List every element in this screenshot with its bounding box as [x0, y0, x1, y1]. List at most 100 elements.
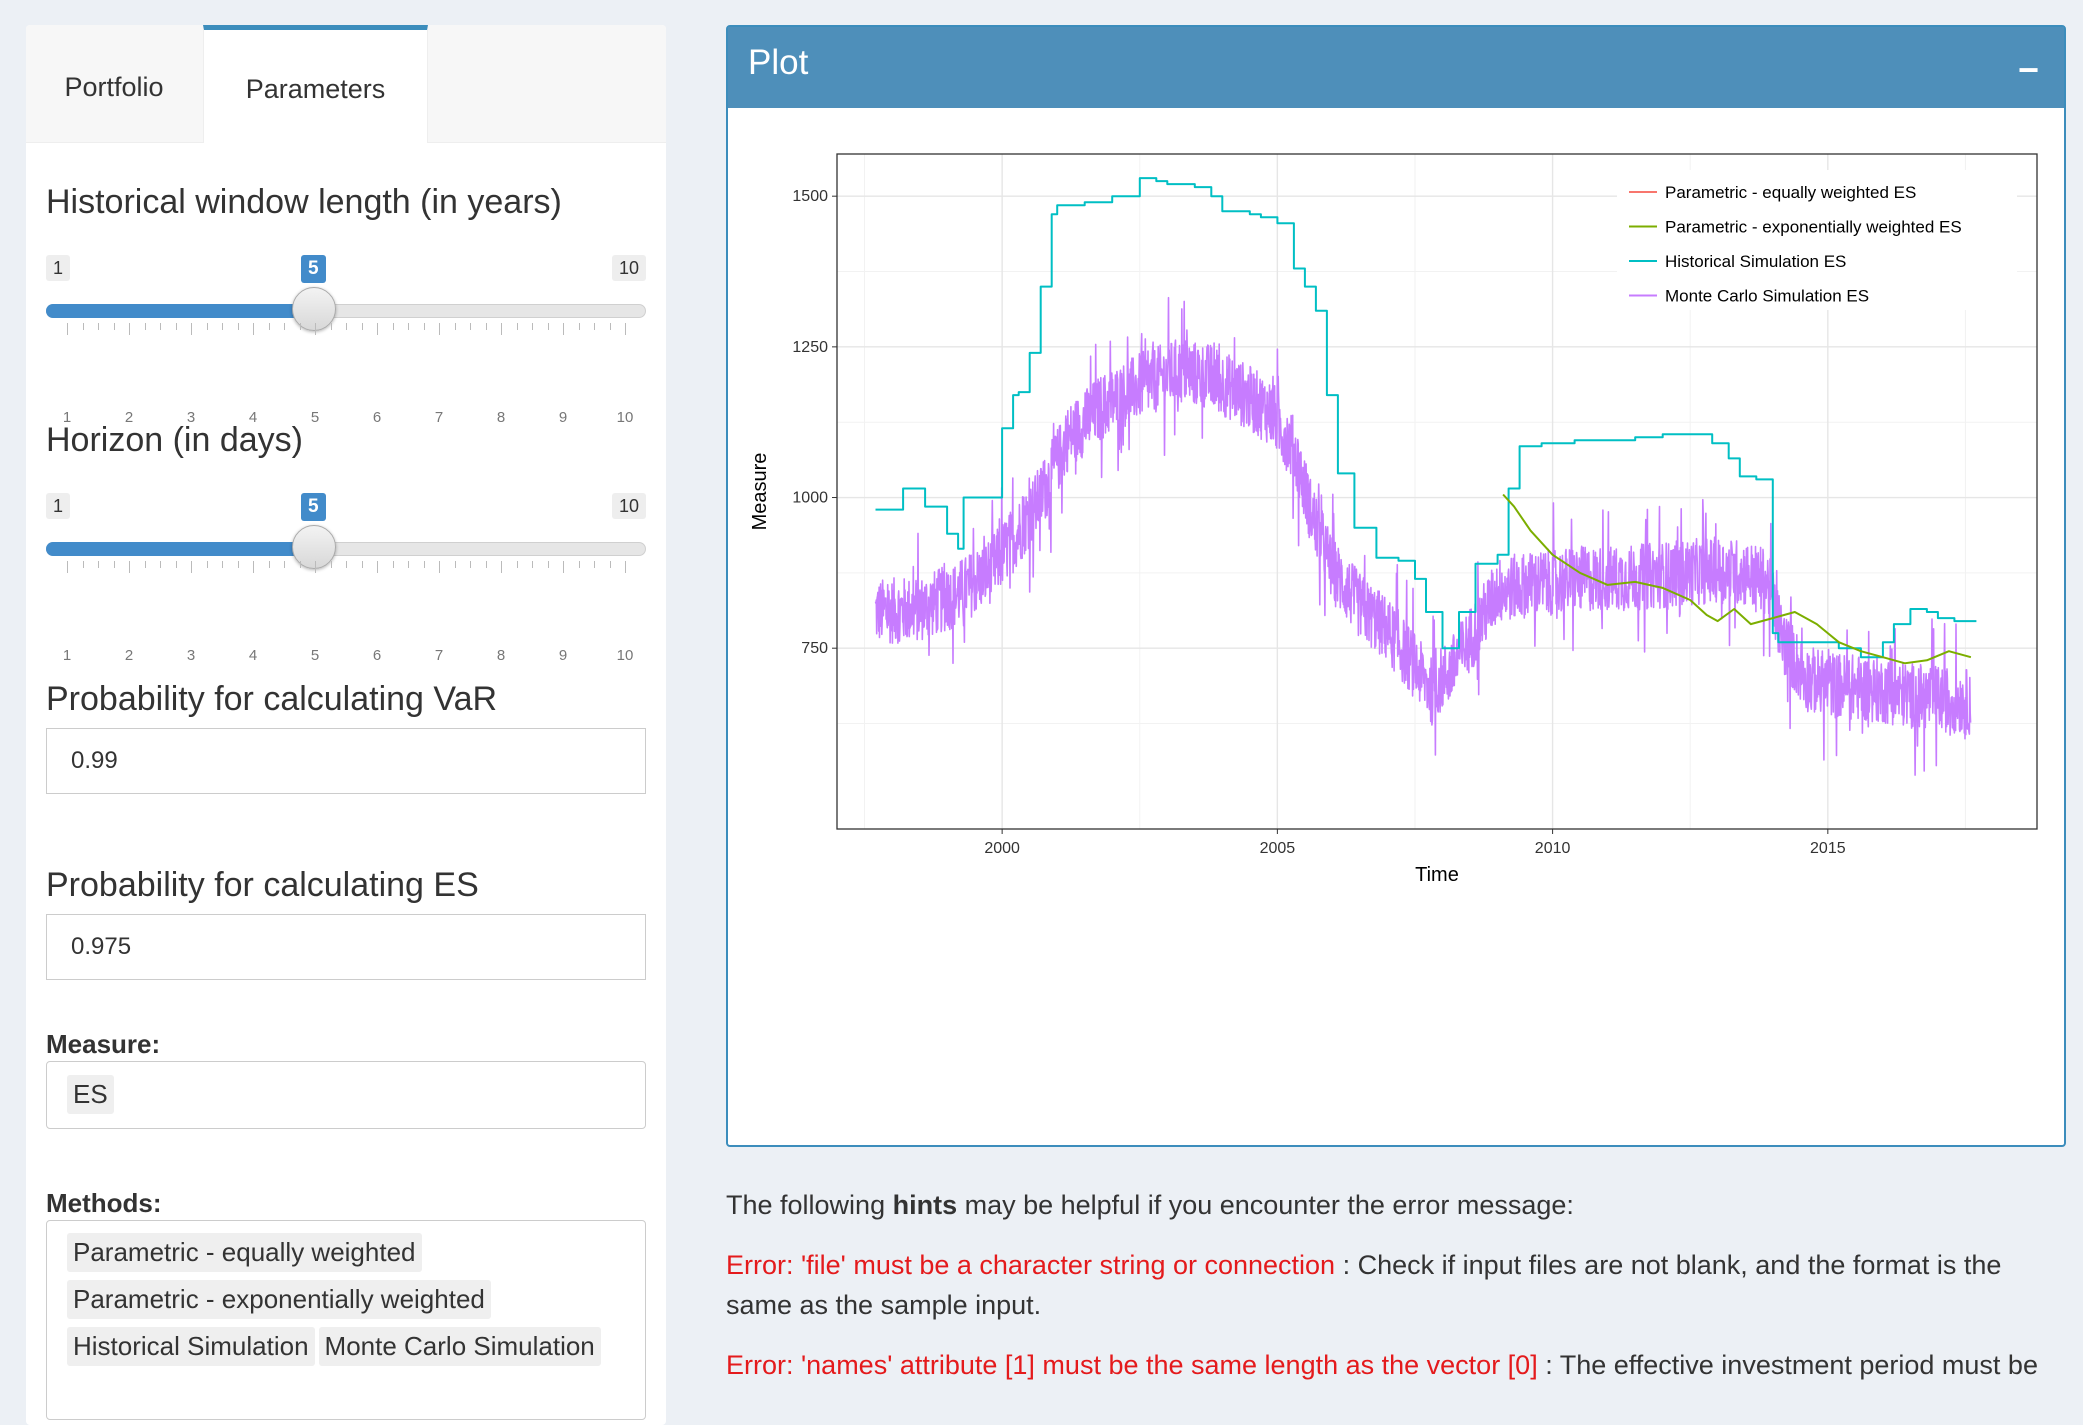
slider-tick: [625, 561, 626, 573]
slider-tick-label: 6: [372, 409, 382, 426]
slider-handle[interactable]: [292, 525, 336, 569]
slider-tick-label: 5: [310, 409, 320, 426]
slider-minor-tick: [237, 561, 239, 568]
slider-minor-tick: [237, 323, 239, 330]
slider-tick: [625, 323, 626, 335]
y-tick-label: 1250: [792, 339, 828, 356]
slider-minor-tick: [423, 561, 425, 568]
slider-tick: [563, 323, 564, 335]
var-probability-input[interactable]: 0.99: [46, 728, 646, 794]
slider-minor-tick: [144, 561, 146, 568]
methods-select[interactable]: Parametric - equally weighted Parametric…: [46, 1220, 646, 1420]
slider-value-label: 5: [301, 493, 326, 521]
legend-entry: Historical Simulation ES: [1665, 252, 1846, 271]
slider-tick: [439, 323, 440, 335]
slider-tick: [377, 561, 378, 573]
tab-bar: Portfolio Parameters: [26, 25, 666, 143]
slider-minor-tick: [330, 323, 332, 330]
y-tick-label: 750: [801, 640, 828, 657]
slider-tick-label: 7: [434, 647, 444, 664]
slider-minor-tick: [206, 323, 208, 330]
hint-1: Error: 'file' must be a character string…: [726, 1250, 2002, 1320]
slider-tick-label: 3: [186, 409, 196, 426]
slider-minor-tick: [82, 561, 84, 568]
slider-tick-label: 9: [558, 647, 568, 664]
slider-minor-tick: [299, 323, 301, 330]
error-message-1: Error: 'file' must be a character string…: [726, 1250, 1336, 1280]
slider-minor-tick: [175, 323, 177, 330]
slider-minor-tick: [160, 561, 161, 568]
slider-tick-label: 4: [248, 409, 258, 426]
slider-minor-tick: [330, 561, 332, 568]
slider-minor-tick: [82, 323, 84, 330]
slider-tick: [501, 561, 502, 573]
slider-minor-tick: [594, 323, 595, 330]
legend-box: [1617, 170, 2017, 310]
slider-minor-tick: [361, 561, 363, 568]
tab-portfolio[interactable]: Portfolio: [64, 72, 164, 102]
slider-tick-label: 1: [62, 647, 72, 664]
slider-minor-tick: [423, 323, 425, 330]
slider-tick-label: 9: [558, 409, 568, 426]
slider-minor-tick: [222, 323, 223, 330]
series-line: [874, 296, 1972, 776]
legend-entry: Parametric - exponentially weighted ES: [1665, 218, 1962, 237]
slider-minor-tick: [485, 323, 487, 330]
slider-tick: [253, 561, 254, 573]
es-probability-input[interactable]: 0.975: [46, 914, 646, 980]
chart-legend: Parametric - equally weighted ES Parametr…: [1617, 170, 2017, 310]
slider-minor-tick: [361, 323, 363, 330]
slider-minor-tick: [609, 561, 611, 568]
slider-tick: [129, 323, 130, 335]
collapse-button[interactable]: −: [2017, 49, 2039, 90]
method-chip[interactable]: Parametric - exponentially weighted: [67, 1280, 491, 1319]
slider-tick-label: 6: [372, 647, 382, 664]
series-line: [875, 177, 1977, 659]
slider-minor-tick: [547, 323, 549, 330]
slider-tick: [67, 561, 68, 573]
slider-max-label: 10: [611, 255, 646, 281]
slider-minor-tick: [532, 323, 533, 330]
chart-frame: [836, 153, 2038, 830]
var-probability-label: Probability for calculating VaR: [46, 680, 498, 718]
slider-minor-tick: [284, 323, 285, 330]
slider-tick-label: 1: [62, 409, 72, 426]
method-chip[interactable]: Monte Carlo Simulation: [318, 1327, 601, 1366]
slider-minor-tick: [346, 561, 347, 568]
horizon-slider[interactable]: 1 10 5 1 2 3 4 5 6 7 8 9 10: [46, 493, 646, 664]
x-axis-label: Time: [1415, 864, 1459, 886]
slider-minor-tick: [98, 323, 99, 330]
y-axis-label: Measure: [749, 453, 771, 531]
x-tick-label: 2000: [984, 840, 1020, 857]
plot-header: Plot −: [728, 27, 2064, 108]
slider-ticks: 1 2 3 4 5 6 7 8 9 10: [63, 561, 633, 664]
tab-parameters[interactable]: Parameters: [203, 25, 428, 143]
slider-minor-tick: [578, 323, 580, 330]
slider-tick: [563, 561, 564, 573]
slider-handle[interactable]: [292, 287, 336, 331]
error-message-2: Error: 'names' attribute [1] must be the…: [726, 1350, 1538, 1380]
hints-bold: hints: [892, 1190, 958, 1220]
slider-minor-tick: [222, 561, 223, 568]
slider-fill: [46, 542, 314, 556]
chart-ticks: 2000 2005 2010 2015 750 1000 1250 1500: [792, 188, 1845, 857]
slider-max-label: 10: [611, 493, 646, 519]
slider-tick-label: 10: [616, 647, 634, 664]
slider-minor-tick: [392, 323, 394, 330]
y-tick-label: 1500: [792, 188, 828, 205]
x-tick-label: 2005: [1260, 840, 1296, 857]
method-chip[interactable]: Parametric - equally weighted: [67, 1233, 422, 1272]
slider-tick: [315, 561, 316, 573]
measure-chip[interactable]: ES: [67, 1075, 114, 1114]
slider-minor-tick: [485, 561, 487, 568]
slider-tick: [191, 561, 192, 573]
slider-tick-label: 4: [248, 647, 258, 664]
slider-minor-tick: [578, 561, 580, 568]
window-length-slider[interactable]: 1 10 5 1 2 3 4 5 6 7 8 9 10: [46, 255, 646, 426]
slider-minor-tick: [408, 323, 409, 330]
slider-minor-tick: [516, 323, 518, 330]
slider-tick-label: 7: [434, 409, 444, 426]
method-chip[interactable]: Historical Simulation: [67, 1327, 315, 1366]
slider-tick-label: 5: [310, 647, 320, 664]
measure-select[interactable]: ES: [46, 1061, 646, 1129]
